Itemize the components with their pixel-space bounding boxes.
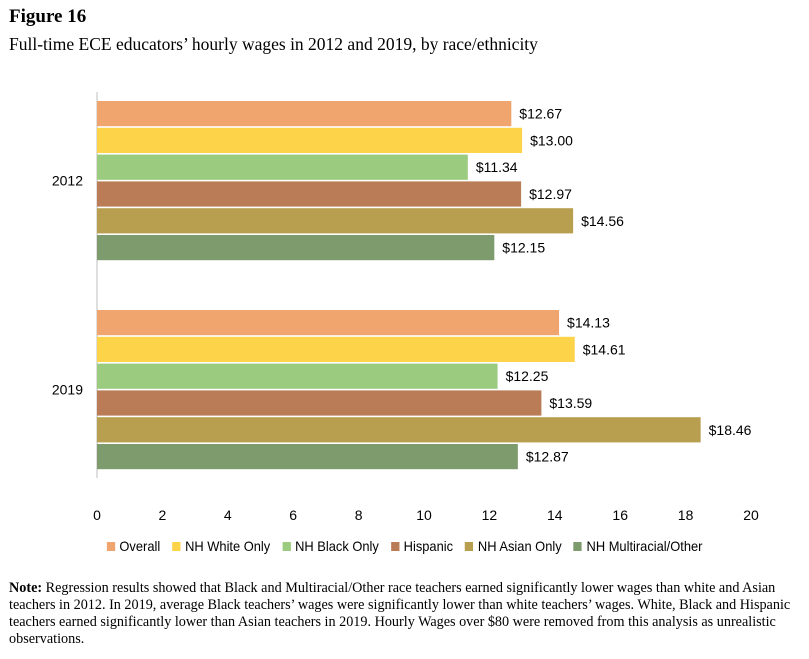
data-label-2019-4: $18.46 (709, 422, 752, 438)
data-label-2012-3: $12.97 (529, 186, 572, 202)
y-category-label-2019: 2019 (52, 382, 83, 398)
x-tick-label-20: 20 (743, 507, 759, 523)
legend-swatch (465, 541, 474, 551)
legend-label: NH Black Only (295, 538, 379, 554)
x-tick-label-12: 12 (482, 507, 498, 523)
data-label-2019-0: $14.13 (567, 315, 610, 331)
note-text: Regression results showed that Black and… (9, 580, 791, 647)
figure-note: Note: Regression results showed that Bla… (9, 580, 804, 648)
chart-legend: Overall NH White Only NH Black Only Hispani… (32, 538, 776, 554)
bar-2019-3 (97, 390, 542, 416)
bar-2019-4 (97, 417, 701, 443)
bar-2019-5 (97, 444, 518, 470)
x-tick-label-10: 10 (416, 507, 432, 523)
data-label-2012-5: $12.15 (502, 240, 545, 256)
data-label-2019-3: $13.59 (549, 395, 592, 411)
x-tick-label-8: 8 (355, 507, 363, 523)
legend-swatch (390, 541, 400, 551)
bar-2012-1 (97, 127, 523, 153)
data-label-2012-1: $13.00 (530, 132, 573, 148)
x-tick-label-18: 18 (678, 507, 694, 523)
figure-label: Figure 16 (9, 6, 87, 27)
bar-2012-0 (97, 101, 512, 127)
legend-item: Overall (106, 538, 161, 554)
legend-item: NH White Only (172, 538, 270, 554)
legend-swatch (573, 541, 582, 551)
legend-label: Hispanic (403, 538, 454, 554)
bar-2019-1 (97, 336, 575, 362)
bar-chart: $12.67$13.00$11.34$12.97$14.56$12.152012… (52, 92, 759, 523)
bar-2019-2 (97, 363, 498, 389)
x-tick-label-0: 0 (93, 507, 101, 523)
legend-swatch (282, 541, 291, 551)
data-label-2019-2: $12.25 (506, 368, 549, 384)
chart-title: Full-time ECE educators’ hourly wages in… (9, 34, 538, 54)
y-category-label-2012: 2012 (52, 173, 83, 189)
x-tick-label-6: 6 (289, 507, 297, 523)
legend-item: Hispanic (390, 538, 454, 554)
legend-item: NH Black Only (282, 538, 379, 554)
data-label-2019-5: $12.87 (526, 449, 569, 465)
data-label-2012-4: $14.56 (581, 213, 624, 229)
x-tick-label-2: 2 (159, 507, 167, 523)
data-label-2019-1: $14.61 (583, 341, 626, 357)
bar-2019-0 (97, 310, 560, 336)
data-label-2012-0: $12.67 (519, 106, 562, 122)
data-label-2012-2: $11.34 (476, 159, 518, 175)
x-tick-label-4: 4 (224, 507, 232, 523)
bar-2012-3 (97, 181, 522, 207)
legend-label: NH Multiracial/Other (586, 538, 703, 554)
bar-2012-2 (97, 154, 468, 180)
x-tick-label-14: 14 (547, 507, 563, 523)
legend-swatch (172, 541, 181, 551)
x-tick-label-16: 16 (612, 507, 628, 523)
legend-item: NH Multiracial/Other (573, 538, 703, 554)
bar-2012-4 (97, 208, 574, 234)
legend-label: NH Asian Only (477, 538, 562, 554)
legend-label: Overall (119, 538, 161, 554)
legend-label: NH White Only (185, 538, 271, 554)
bar-2012-5 (97, 235, 495, 261)
legend-item: NH Asian Only (465, 538, 562, 554)
note-label: Note: (9, 580, 43, 596)
legend-swatch (106, 541, 115, 551)
